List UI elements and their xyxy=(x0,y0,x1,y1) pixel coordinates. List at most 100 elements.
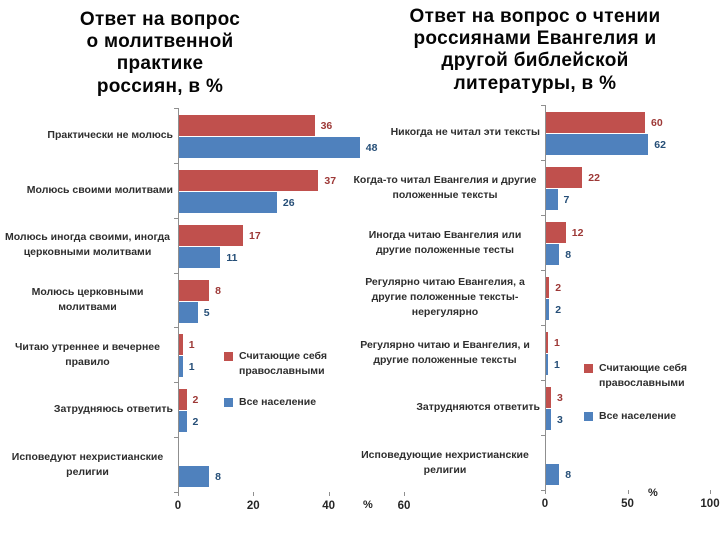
bar-population xyxy=(179,411,187,433)
bar-value-label: 37 xyxy=(324,174,337,187)
category-label: Исповедующие нехристианские религии xyxy=(350,435,540,490)
category-label: Молюсь иногда своими, иногда церковными … xyxy=(2,218,173,273)
x-axis-tick xyxy=(627,490,629,494)
bar-population xyxy=(546,244,560,265)
bar-population xyxy=(179,466,210,488)
category-label: Исповедуют нехристианские религии xyxy=(2,437,173,492)
left-x-axis-label: % xyxy=(363,499,373,511)
bar-value-label: 7 xyxy=(563,194,570,206)
bar-population xyxy=(546,464,560,485)
bar-population xyxy=(546,299,550,320)
bar-orthodox xyxy=(179,334,183,356)
y-axis-tick xyxy=(541,270,545,271)
x-axis-tick xyxy=(328,492,330,496)
y-axis-tick xyxy=(541,105,545,106)
category-label-text: Читаю утреннее и вечернее правило xyxy=(15,341,160,368)
bar-value-label: 1 xyxy=(188,339,195,352)
bar-orthodox xyxy=(179,115,315,136)
y-axis-tick xyxy=(541,435,545,436)
category-label: Молюсь своими молитвами xyxy=(2,163,173,218)
category-label-text: Регулярно читаю и Евангелия, и другие по… xyxy=(360,338,530,366)
legend-swatch-red xyxy=(584,364,593,373)
bar-value-label: 22 xyxy=(588,172,600,184)
x-axis-tick xyxy=(545,490,546,494)
bar-value-label: 17 xyxy=(249,229,261,242)
left-chart-title: Ответ на вопрос о молитвенной практике р… xyxy=(79,9,241,97)
category-label-text: Никогда не читал эти тексты xyxy=(390,126,540,139)
y-axis-tick xyxy=(174,108,178,109)
bar-orthodox xyxy=(546,332,548,353)
category-label: Регулярно читаю Евангелия, а другие поло… xyxy=(350,270,540,325)
bar-value-label: 12 xyxy=(571,227,584,239)
y-axis-line xyxy=(178,108,179,492)
bar-value-label: 36 xyxy=(320,120,333,132)
category-label-text: Исповедуют нехристианские религии xyxy=(11,450,164,478)
bar-orthodox xyxy=(179,389,187,411)
bar-value-label: 8 xyxy=(565,249,572,261)
category-label: Иногда читаю Евангелия или другие положе… xyxy=(350,215,540,270)
x-axis-tick-label: 0 xyxy=(174,500,182,512)
x-axis-tick-label: 0 xyxy=(541,498,549,510)
bar-population xyxy=(179,246,221,268)
category-label-text: Иногда читаю Евангелия или другие положе… xyxy=(368,228,522,256)
bar-population xyxy=(179,356,183,378)
x-axis-tick xyxy=(404,492,405,496)
right-chart-legend: Считающие себя православными Все населен… xyxy=(584,361,714,425)
category-label: Когда-то читал Евангелия и другие положе… xyxy=(350,160,540,215)
bar-population xyxy=(546,189,558,210)
category-label: Молюсь церковными молитвами xyxy=(2,273,173,328)
bar-population xyxy=(179,301,198,323)
bar-population xyxy=(179,137,360,158)
category-label: Затрудняюсь ответить xyxy=(2,382,173,437)
bar-value-label: 3 xyxy=(557,414,563,426)
x-axis-tick-label: 50 xyxy=(621,498,634,510)
category-label-text: Затрудняются ответить xyxy=(416,401,540,414)
bar-value-label: 11 xyxy=(226,251,238,264)
legend-label-population: Все население xyxy=(599,410,677,423)
bar-population xyxy=(546,409,551,430)
y-axis-tick xyxy=(541,325,545,326)
legend-swatch-red xyxy=(224,352,233,361)
legend-item-population: Все население xyxy=(224,395,348,410)
bar-population xyxy=(546,354,548,375)
bar-value-label: 2 xyxy=(192,394,199,407)
legend-swatch-blue xyxy=(224,398,233,408)
category-label-text: Практически не молюсь xyxy=(47,129,173,142)
bar-value-label: 1 xyxy=(554,337,560,349)
x-axis-tick-label: 20 xyxy=(246,500,260,512)
bar-value-label: 8 xyxy=(565,469,572,481)
bar-value-label: 1 xyxy=(188,361,195,374)
x-axis-tick xyxy=(178,492,179,496)
bar-orthodox xyxy=(179,169,319,191)
category-label: Затрудняются ответить xyxy=(350,380,540,435)
x-axis-tick-label: 40 xyxy=(322,500,336,512)
x-axis-tick-label: 100 xyxy=(700,498,720,510)
bar-value-label: 62 xyxy=(654,139,666,151)
bar-value-label: 2 xyxy=(192,416,199,429)
y-axis-tick xyxy=(541,215,545,216)
right-x-axis-label: % xyxy=(648,487,658,499)
bar-value-label: 26 xyxy=(282,196,295,209)
category-label: Регулярно читаю и Евангелия, и другие по… xyxy=(350,325,540,380)
bar-value-label: 2 xyxy=(555,282,562,294)
x-axis-tick xyxy=(710,490,711,494)
x-axis-tick-label: 60 xyxy=(397,500,411,512)
legend-label-population: Все население xyxy=(239,396,317,409)
y-axis-tick xyxy=(541,490,545,491)
y-axis-tick xyxy=(174,437,178,439)
category-label-text: Регулярно читаю Евангелия, а другие поло… xyxy=(365,276,525,318)
category-label-text: Исповедующие нехристианские религии xyxy=(361,448,529,476)
legend-swatch-blue xyxy=(584,412,593,422)
y-axis-tick xyxy=(174,492,178,493)
bar-orthodox xyxy=(546,112,645,133)
category-label-text: Молюсь церковными молитвами xyxy=(31,286,144,314)
category-label-text: Молюсь иногда своими, иногда церковными … xyxy=(5,231,170,259)
y-axis-line xyxy=(545,105,546,490)
x-axis-tick xyxy=(253,492,255,496)
category-label-text: Молюсь своими молитвами xyxy=(26,183,173,196)
bar-orthodox xyxy=(546,387,551,408)
bar-orthodox xyxy=(546,167,583,188)
